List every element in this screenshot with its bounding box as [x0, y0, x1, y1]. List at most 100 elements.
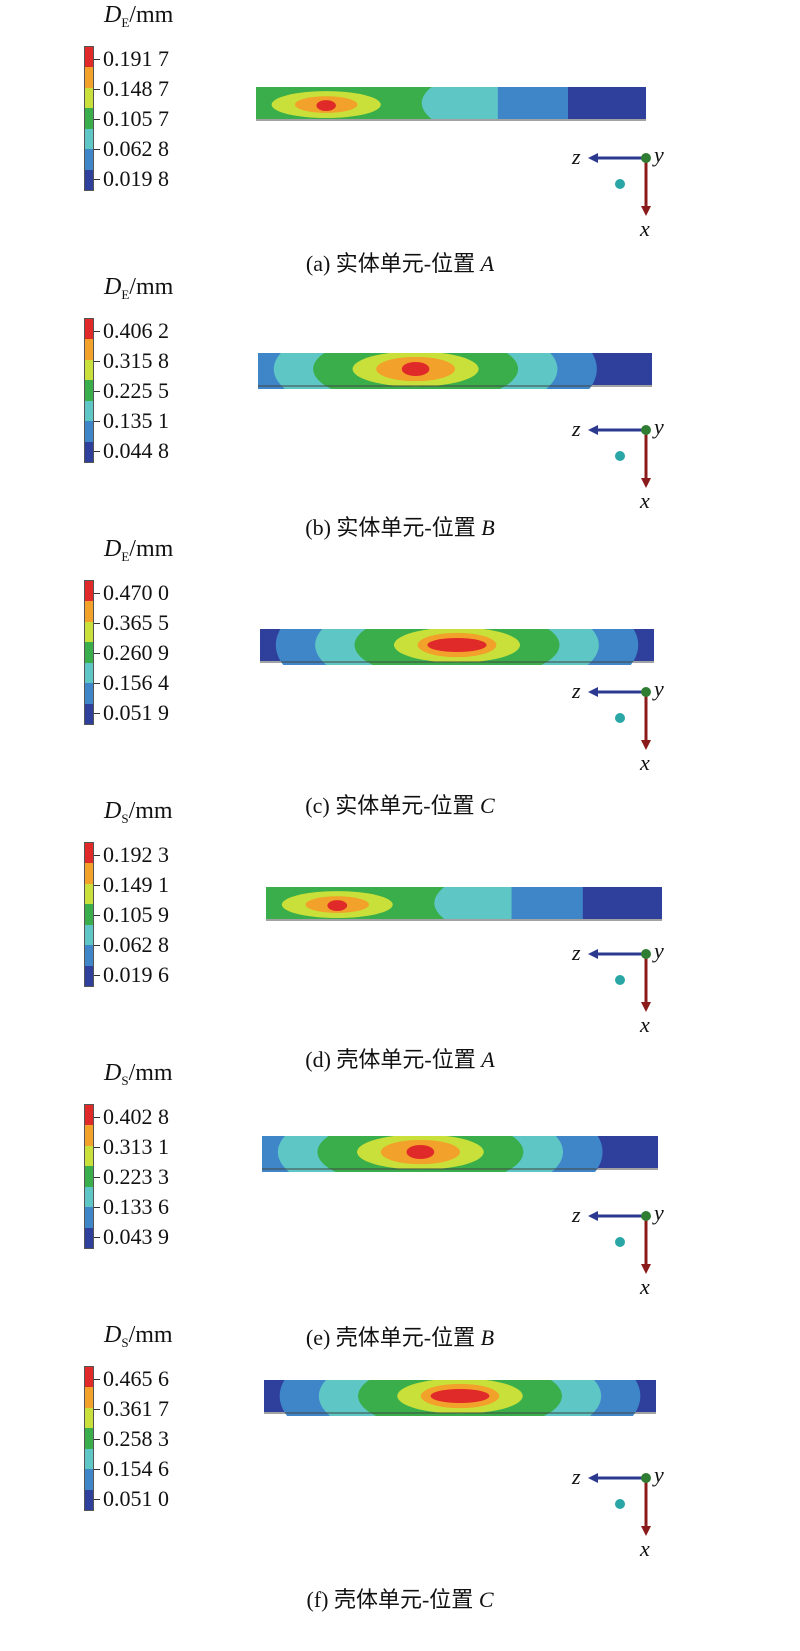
color-bar-segment: [85, 601, 93, 622]
y-axis-node: [641, 153, 651, 163]
z-axis-label: z: [572, 1464, 581, 1489]
legend-tick: [94, 623, 100, 624]
z-axis-label: z: [572, 144, 581, 169]
legend-title: DE/mm: [104, 536, 173, 565]
contour-peak: [401, 361, 430, 377]
caption-position: C: [478, 1587, 494, 1612]
legend-title: DS/mm: [104, 798, 173, 827]
legend-subscript: E: [121, 15, 130, 30]
caption-text: (c) 实体单元-位置: [305, 793, 475, 818]
x-axis-label: x: [640, 1536, 650, 1561]
y-axis-label: y: [654, 1462, 664, 1487]
legend-value: 0.105 7: [103, 106, 169, 131]
legend-value: 0.365 5: [103, 610, 169, 635]
x-axis-label: x: [640, 1274, 650, 1299]
y-axis-node: [641, 425, 651, 435]
axis-triad: z y x: [570, 1198, 670, 1303]
panel-b: DE/mm 0.406 2 0.315 8 0.225 5 0.135 1 0.044 8: [0, 272, 800, 544]
contour-peak: [430, 1388, 490, 1404]
legend-value: 0.154 6: [103, 1456, 169, 1481]
color-bar-segment: [85, 380, 93, 401]
y-axis-label: y: [654, 142, 664, 167]
figure-caption: (a) 实体单元-位置 A: [0, 246, 800, 278]
legend-tick: [94, 179, 100, 180]
legend-value: 0.313 1: [103, 1134, 169, 1159]
color-bar-segment: [85, 945, 93, 966]
color-bar-segment: [85, 1448, 93, 1470]
legend-value: 0.156 4: [103, 670, 169, 695]
color-bar-segment: [85, 1387, 93, 1408]
color-bar-segment: [85, 1145, 93, 1167]
x-axis-head: [641, 206, 651, 216]
x-axis-head: [641, 478, 651, 488]
color-bar-segment: [85, 128, 93, 150]
color-bar-segment: [85, 1227, 93, 1248]
legend-tick: [94, 1379, 100, 1380]
legend-value: 0.258 3: [103, 1426, 169, 1451]
z-axis-label: z: [572, 940, 581, 965]
legend-tick: [94, 89, 100, 90]
panel-c: DE/mm 0.470 0 0.365 5 0.260 9 0.156 4 0.051 9: [0, 534, 800, 806]
color-bar: [84, 46, 94, 191]
x-axis-head: [641, 1526, 651, 1536]
legend-value: 0.019 6: [103, 962, 169, 987]
color-bar-segment: [85, 904, 93, 925]
legend-unit: /mm: [128, 1322, 173, 1348]
legend-tick: [94, 1409, 100, 1410]
color-bar-segment: [85, 339, 93, 360]
legend-tick: [94, 945, 100, 946]
legend-value: 0.465 6: [103, 1366, 169, 1391]
y-axis-label: y: [654, 938, 664, 963]
y-axis-label: y: [654, 676, 664, 701]
color-bar-segment: [85, 87, 93, 109]
legend-title: DE/mm: [104, 274, 173, 303]
legend-unit: /mm: [128, 798, 173, 824]
legend-value: 0.402 8: [103, 1104, 169, 1129]
legend-value: 0.051 0: [103, 1486, 169, 1511]
figure-caption: (d) 壳体单元-位置 A: [0, 1042, 800, 1074]
color-bar-segment: [85, 642, 93, 663]
x-axis-head: [641, 1002, 651, 1012]
x-axis-head: [641, 740, 651, 750]
legend-tick: [94, 683, 100, 684]
beam-contour: [260, 629, 654, 665]
color-bar-segment: [85, 621, 93, 643]
legend-tick: [94, 915, 100, 916]
origin-marker: [615, 451, 625, 461]
origin-marker: [615, 975, 625, 985]
legend-tick: [94, 1177, 100, 1178]
legend-value: 0.191 7: [103, 46, 169, 71]
figure-caption: (e) 壳体单元-位置 B: [0, 1320, 800, 1352]
legend-value: 0.260 9: [103, 640, 169, 665]
contour-peak: [427, 637, 487, 653]
legend-symbol: D: [104, 2, 122, 28]
x-axis-label: x: [640, 216, 650, 241]
origin-marker: [615, 713, 625, 723]
legend-symbol: D: [104, 1322, 122, 1348]
legend-value: 0.148 7: [103, 76, 169, 101]
legend-tick: [94, 1147, 100, 1148]
y-axis-label: y: [654, 1200, 664, 1225]
color-bar-segment: [85, 421, 93, 442]
legend-subscript: E: [121, 549, 130, 564]
color-bar-segment: [85, 703, 93, 724]
legend-symbol: D: [104, 274, 122, 300]
legend-tick: [94, 1237, 100, 1238]
color-bar-segment: [85, 863, 93, 884]
legend-value: 0.192 3: [103, 842, 169, 867]
legend-value: 0.315 8: [103, 348, 169, 373]
z-axis-label: z: [572, 416, 581, 441]
caption-text: (d) 壳体单元-位置: [305, 1047, 476, 1072]
color-bar-segment: [85, 47, 93, 68]
color-bar-segment: [85, 1469, 93, 1490]
z-axis-head: [588, 425, 598, 435]
figure-caption: (c) 实体单元-位置 C: [0, 788, 800, 820]
color-bar-segment: [85, 149, 93, 170]
legend-tick: [94, 1469, 100, 1470]
legend-tick: [94, 119, 100, 120]
legend-value: 0.062 8: [103, 932, 169, 957]
axis-triad: z y x: [570, 674, 670, 779]
color-bar-segment: [85, 1105, 93, 1126]
axis-triad: z y x: [570, 1460, 670, 1565]
beam-contour: [258, 353, 652, 389]
